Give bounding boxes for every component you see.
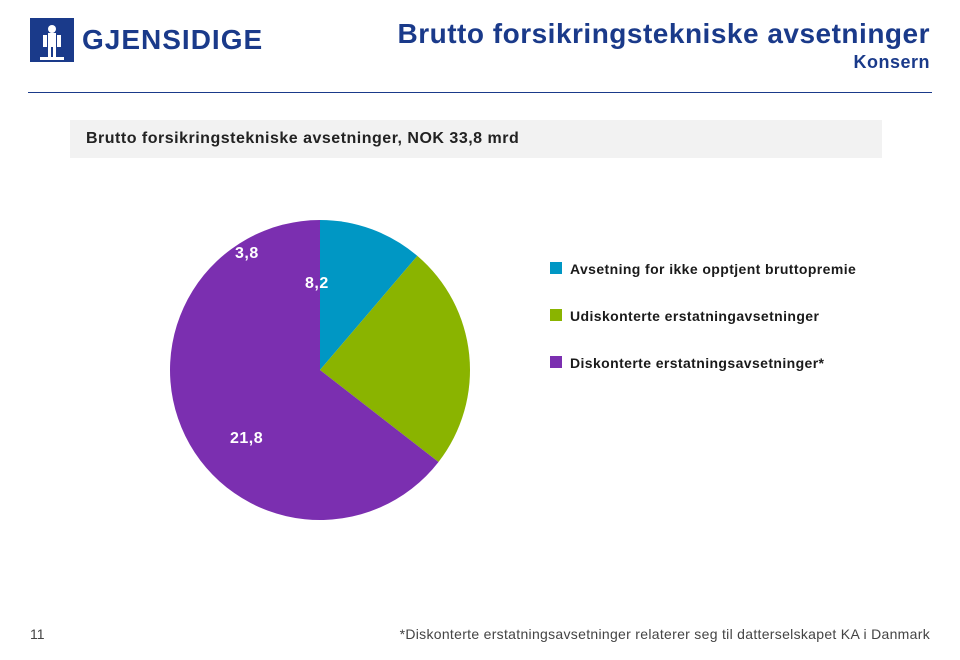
legend: Avsetning for ikke opptjent bruttopremie…: [550, 260, 910, 401]
legend-label: Diskonterte erstatningsavsetninger*: [570, 354, 824, 373]
pie-chart: [160, 210, 480, 530]
legend-swatch: [550, 309, 562, 321]
footnote: *Diskonterte erstatningsavsetninger rela…: [400, 626, 930, 642]
section-bar: Brutto forsikringstekniske avsetninger, …: [70, 120, 882, 158]
page-number: 11: [30, 626, 45, 642]
brand-logo-icon: [30, 18, 74, 62]
legend-label: Avsetning for ikke opptjent bruttopremie: [570, 260, 856, 279]
page-subtitle: Konsern: [398, 52, 930, 73]
legend-item: Udiskonterte erstatningavsetninger: [550, 307, 910, 326]
legend-item: Diskonterte erstatningsavsetninger*: [550, 354, 910, 373]
page-title-block: Brutto forsikringstekniske avsetninger K…: [398, 18, 930, 73]
page-title: Brutto forsikringstekniske avsetninger: [398, 18, 930, 50]
brand-logo: GJENSIDIGE: [30, 18, 263, 62]
page: GJENSIDIGE Brutto forsikringstekniske av…: [0, 0, 960, 660]
legend-swatch: [550, 356, 562, 368]
legend-label: Udiskonterte erstatningavsetninger: [570, 307, 819, 326]
legend-swatch: [550, 262, 562, 274]
legend-item: Avsetning for ikke opptjent bruttopremie: [550, 260, 910, 279]
header-divider: [28, 92, 932, 93]
brand-name: GJENSIDIGE: [82, 24, 263, 56]
